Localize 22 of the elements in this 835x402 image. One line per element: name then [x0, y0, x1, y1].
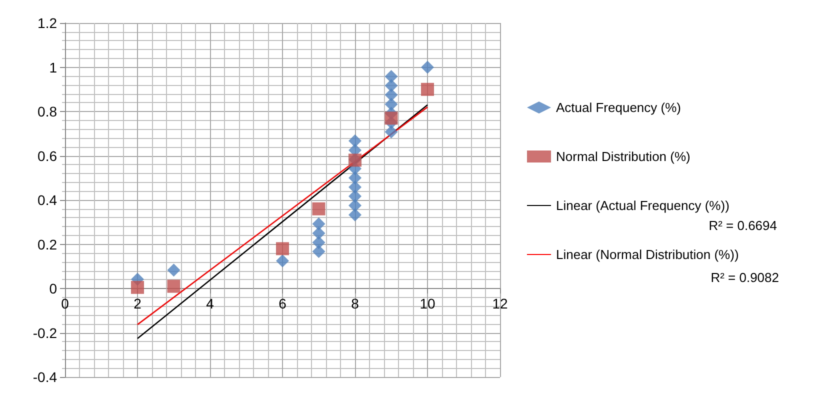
text: R² = 0.9082: [710, 270, 780, 285]
legend-label: Linear (Normal Distribution (%)): [556, 247, 739, 262]
y-tick-label: 1.2: [38, 15, 58, 31]
x-tick-label: 4: [206, 296, 214, 312]
y-tick-label: 0.4: [38, 192, 58, 208]
x-tick-label: 10: [420, 296, 436, 312]
y-tick-label: -0.2: [32, 324, 58, 341]
text: R² = 0.6694: [708, 218, 778, 233]
y-tick-label: -0.4: [32, 369, 58, 385]
y-tick-label: 0.8: [38, 104, 58, 120]
x-tick-label: 0: [61, 296, 70, 312]
x-tick-label: 12: [492, 296, 508, 312]
y-tick-label: 0.6: [38, 148, 58, 164]
legend-label: Normal Distribution (%): [556, 149, 690, 164]
legend-label: Linear (Actual Frequency (%)): [556, 198, 730, 213]
x-tick-label: 6: [278, 296, 287, 312]
legend-label: Actual Frequency (%): [556, 100, 681, 115]
y-tick-label: 0: [49, 280, 58, 296]
x-tick-label: 2: [134, 296, 142, 312]
y-tick-label: 1: [49, 59, 58, 76]
x-tick-label: 8: [351, 296, 360, 312]
y-tick-label: 0.2: [38, 236, 58, 252]
